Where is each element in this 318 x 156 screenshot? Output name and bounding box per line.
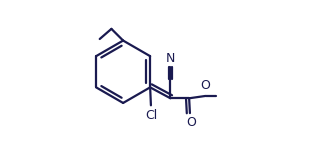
Text: N: N — [166, 52, 175, 65]
Text: Cl: Cl — [145, 109, 157, 122]
Text: O: O — [187, 116, 197, 129]
Text: O: O — [201, 79, 211, 92]
